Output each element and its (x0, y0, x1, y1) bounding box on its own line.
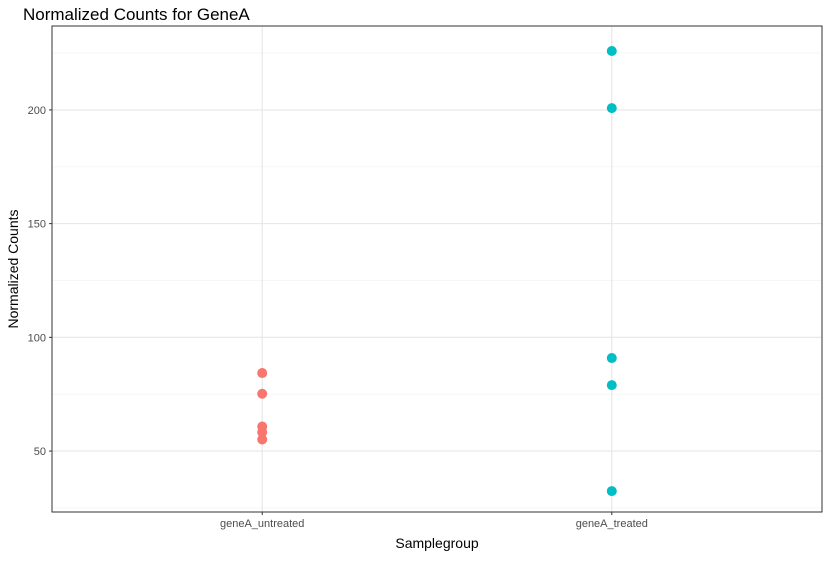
data-point (257, 434, 268, 445)
y-tick-label: 200 (28, 105, 46, 117)
y-tick-label: 100 (28, 332, 46, 344)
x-tick-label: geneA_untreated (220, 518, 304, 530)
data-point (606, 103, 617, 114)
data-point (606, 46, 617, 57)
y-tick-label: 150 (28, 219, 46, 231)
data-point (257, 427, 268, 438)
data-point (606, 380, 617, 391)
data-point (606, 486, 617, 497)
plot-panel-border (51, 25, 823, 513)
data-point (257, 368, 268, 379)
y-tick-label: 50 (34, 446, 46, 458)
data-point (257, 388, 268, 399)
x-axis-label: Samplegroup (395, 535, 478, 551)
x-tick-label: geneA_treated (576, 518, 648, 530)
chart-title: Normalized Counts for GeneA (23, 5, 250, 24)
data-point (606, 353, 617, 364)
y-axis-label: Normalized Counts (5, 209, 21, 328)
